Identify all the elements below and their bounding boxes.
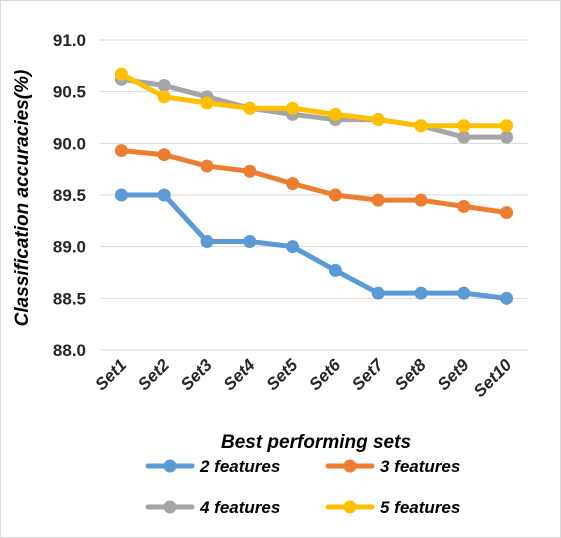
legend: 2 features 3 features 4 features 5 features: [145, 457, 460, 517]
legend-swatch-marker: [343, 500, 357, 514]
data-point: [457, 130, 471, 144]
y-tick-label: 88.5: [53, 289, 86, 308]
x-axis-title: Best performing sets: [221, 432, 411, 453]
data-point: [457, 286, 471, 300]
data-point: [457, 119, 471, 133]
series-line: [118, 71, 510, 129]
data-point: [500, 119, 514, 133]
data-point: [500, 130, 514, 144]
data-point: [114, 67, 128, 81]
data-point: [243, 164, 257, 178]
y-tick-label: 91.0: [53, 31, 86, 50]
data-point: [243, 235, 257, 248]
data-point: [200, 235, 214, 248]
data-point: [114, 144, 128, 158]
data-point: [200, 159, 214, 173]
legend-swatch-marker: [163, 459, 177, 473]
data-point: [286, 240, 300, 254]
x-tick-labels: Set1 Set2 Set3 Set4 Set5 Set6 Set7 Set8 Set9Set1…: [91, 354, 515, 401]
x-tick-label: Set6: [305, 355, 344, 394]
data-point: [157, 188, 171, 202]
gridlines: [100, 39, 528, 351]
series-3: [114, 72, 514, 144]
data-point: [286, 101, 300, 115]
data-point: [200, 96, 214, 110]
data-point: [243, 101, 257, 115]
data-point: [157, 148, 171, 162]
data-point: [371, 113, 385, 127]
x-tick-label: Set10: [470, 355, 516, 401]
y-tick-label: 89.5: [53, 186, 86, 205]
series-4: [114, 67, 514, 133]
legend-swatch-marker: [163, 500, 177, 514]
legend-label: 3 features: [380, 457, 460, 476]
data-point: [414, 119, 428, 133]
data-point: [286, 177, 300, 191]
legend-item: 3 features: [325, 457, 460, 476]
x-tick-label: Set9: [434, 355, 473, 394]
series-2: [114, 144, 514, 220]
data-point: [371, 286, 385, 300]
data-point: [371, 193, 385, 207]
x-tick-label: Set1: [91, 355, 130, 394]
data-point: [328, 263, 342, 277]
legend-item: 4 features: [145, 498, 280, 517]
y-tick-label: 90.5: [53, 83, 86, 102]
data-point: [414, 286, 428, 300]
data-point: [157, 90, 171, 104]
data-point: [328, 188, 342, 202]
legend-label: 4 features: [199, 498, 280, 517]
data-point: [500, 206, 514, 220]
y-tick-label: 89.0: [53, 238, 86, 257]
y-tick-labels: 88.0 88.5 89.0 89.5 90.0 90.5 91.0: [53, 31, 86, 360]
series-line: [118, 192, 510, 301]
legend-item: 5 features: [325, 498, 460, 517]
data-point: [157, 78, 171, 92]
series-line: [118, 148, 510, 216]
series-1: [114, 188, 514, 305]
x-tick-label: Set4: [220, 355, 259, 394]
x-tick-label: Set7: [348, 354, 388, 394]
x-tick-label: Set3: [177, 355, 216, 394]
x-tick-label: Set8: [391, 355, 430, 394]
legend-item: 2 features: [145, 457, 280, 476]
data-point: [114, 188, 128, 202]
legend-label: 2 features: [199, 457, 280, 476]
y-axis-title: Classification accuracies(%): [12, 70, 33, 327]
y-tick-label: 90.0: [53, 134, 86, 153]
data-point: [500, 291, 514, 305]
legend-label: 5 features: [380, 498, 460, 517]
data-point: [414, 193, 428, 207]
x-tick-label: Set2: [134, 355, 173, 394]
x-tick-label: Set5: [263, 355, 302, 394]
legend-swatch-marker: [343, 459, 357, 473]
data-point: [457, 199, 471, 213]
y-tick-label: 88.0: [53, 341, 86, 360]
series-lines: [114, 67, 514, 305]
series-line: [118, 76, 510, 140]
data-point: [328, 107, 342, 121]
